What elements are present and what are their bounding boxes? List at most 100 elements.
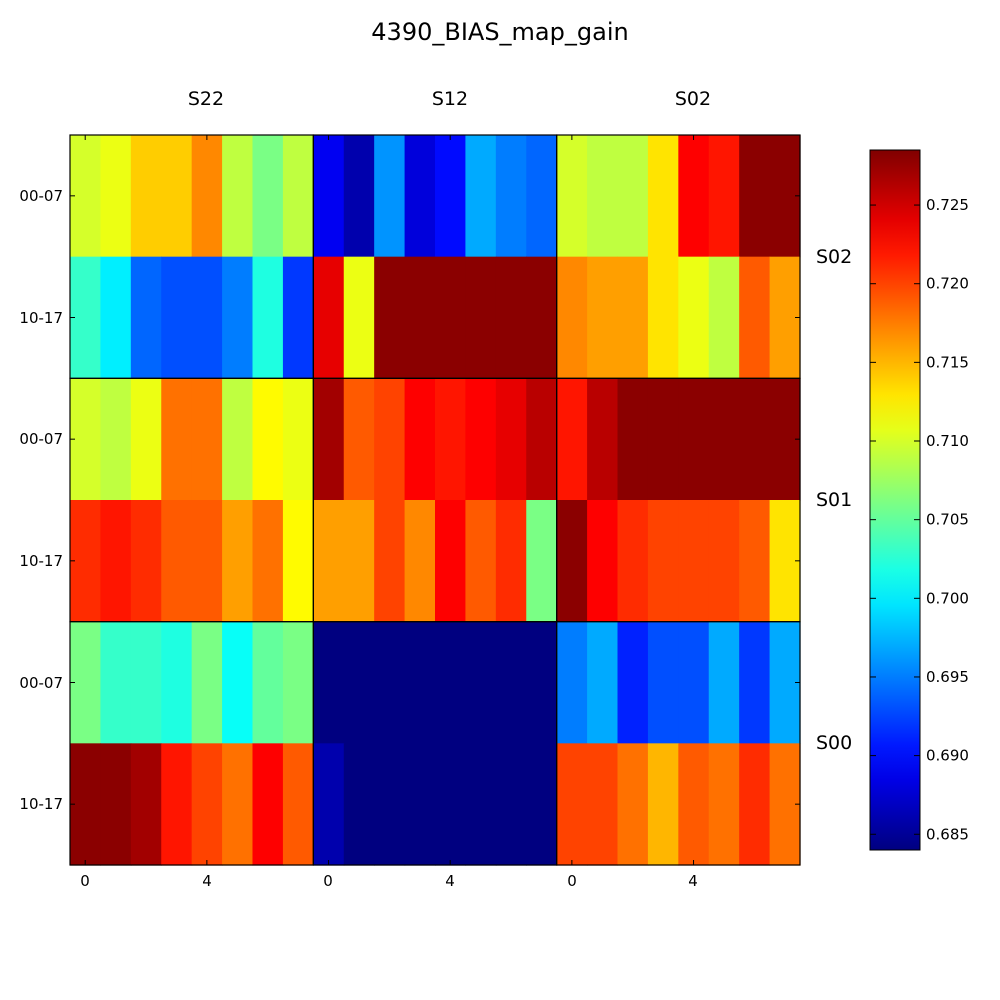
heatmap-cell (130, 621, 162, 744)
heatmap-cell (404, 256, 436, 379)
colorbar-tick-label: 0.710 (926, 432, 969, 450)
heatmap-cell (161, 743, 193, 866)
heatmap-cell (100, 135, 132, 258)
heatmap-cell (222, 743, 254, 866)
heatmap-cell (647, 256, 679, 379)
heatmap-cell (70, 621, 102, 744)
heatmap-cell (739, 378, 771, 501)
heatmap-cell (191, 256, 223, 379)
heatmap-cell (130, 135, 162, 258)
heatmap-cell (161, 135, 193, 258)
heatmap-cell (526, 378, 558, 501)
panel-frames (69, 134, 801, 866)
heatmap-cell (435, 256, 467, 379)
heatmap-cell (617, 256, 649, 379)
heatmap-cell (374, 743, 406, 866)
heatmap-cell (70, 743, 102, 866)
heatmap-cell (465, 256, 497, 379)
heatmap-cell (678, 743, 710, 866)
heatmap-cell (343, 256, 375, 379)
x-tick-label-s12-0: 0 (323, 872, 333, 890)
heatmap-cell (161, 621, 193, 744)
heatmap-cell (526, 743, 558, 866)
heatmap-cell (100, 500, 132, 623)
heatmap-cell (587, 256, 619, 379)
heatmap-cell (252, 256, 284, 379)
heatmap-cell (526, 135, 558, 258)
heatmap-cell (647, 621, 679, 744)
x-tick-label-s02-0: 0 (567, 872, 577, 890)
heatmap-cell (282, 135, 314, 258)
colorbar-gradient (869, 149, 921, 851)
heatmap-cell (678, 135, 710, 258)
heatmap-cell (404, 378, 436, 501)
heatmap-cell (70, 500, 102, 623)
panel-frame (556, 621, 801, 866)
heatmap-cell (313, 135, 345, 258)
heatmap-cell (708, 621, 740, 744)
heatmap-cell (465, 743, 497, 866)
x-tick-label-s22-4: 4 (202, 872, 212, 890)
x-tick-label-s12-4: 4 (445, 872, 455, 890)
heatmap-cell (252, 743, 284, 866)
heatmap-cell (404, 135, 436, 258)
heatmap-cell (495, 378, 527, 501)
heatmap-cell (495, 743, 527, 866)
colorbar-tick-label: 0.700 (926, 589, 969, 607)
heatmap-cell (708, 135, 740, 258)
heatmap-cell (130, 743, 162, 866)
heatmap-cell (191, 621, 223, 744)
row-group-labels: S02 S01 S00 (816, 246, 852, 754)
heatmap-cell (617, 743, 649, 866)
heatmap-cell (252, 621, 284, 744)
column-group-label-s22: S22 (188, 88, 224, 110)
row-group-label-s01: S01 (816, 489, 852, 511)
column-group-label-s02: S02 (675, 88, 711, 110)
heatmap-cell (526, 500, 558, 623)
heatmap-cell (465, 621, 497, 744)
heatmap-cell (282, 743, 314, 866)
colorbar-tick-label: 0.685 (926, 825, 969, 843)
column-group-labels: S22 S12 S02 (188, 88, 711, 110)
heatmap-cell (739, 621, 771, 744)
x-tick-label-s22-0: 0 (80, 872, 90, 890)
heatmap-cell (374, 378, 406, 501)
colorbar-ticks: 0.685 0.690 0.695 0.700 0.705 0.710 0.715 0.720… (870, 196, 969, 843)
heatmap-cell (222, 378, 254, 501)
heatmap-cell (130, 500, 162, 623)
heatmap-cell (526, 621, 558, 744)
heatmap-cell (617, 621, 649, 744)
heatmap-cell (739, 743, 771, 866)
heatmap-cell (282, 378, 314, 501)
heatmap-cell (556, 135, 588, 258)
colorbar-tick-label: 0.715 (926, 353, 969, 371)
heatmap-cell (252, 378, 284, 501)
heatmap-cell (678, 256, 710, 379)
heatmap-cells (70, 135, 801, 866)
heatmap-cell (435, 135, 467, 258)
heatmap-cell (313, 500, 345, 623)
heatmap-cell (708, 743, 740, 866)
row-label-s02-00-07: 00-07 (19, 187, 63, 205)
heatmap-cell (587, 378, 619, 501)
heatmap-cell (191, 378, 223, 501)
heatmap-cell (587, 500, 619, 623)
heatmap-cell (100, 378, 132, 501)
heatmap-cell (617, 500, 649, 623)
heatmap-cell (617, 378, 649, 501)
heatmap-cell (161, 378, 193, 501)
colorbar: 0.685 0.690 0.695 0.700 0.705 0.710 0.715 0.720… (869, 149, 969, 851)
row-group-label-s00: S00 (816, 732, 852, 754)
row-label-s00-10-17: 10-17 (19, 795, 63, 813)
colorbar-tick-label: 0.720 (926, 275, 969, 293)
colorbar-tick-label: 0.690 (926, 747, 969, 765)
heatmap-cell (435, 500, 467, 623)
row-label-s01-00-07: 00-07 (19, 430, 63, 448)
heatmap-cell (617, 135, 649, 258)
heatmap-cell (739, 500, 771, 623)
heatmap-cell (100, 743, 132, 866)
heatmap-cell (161, 500, 193, 623)
row-labels: 00-07 10-17 00-07 10-17 00-07 10-17 (19, 187, 63, 813)
heatmap-cell (435, 378, 467, 501)
heatmap-cell (587, 135, 619, 258)
